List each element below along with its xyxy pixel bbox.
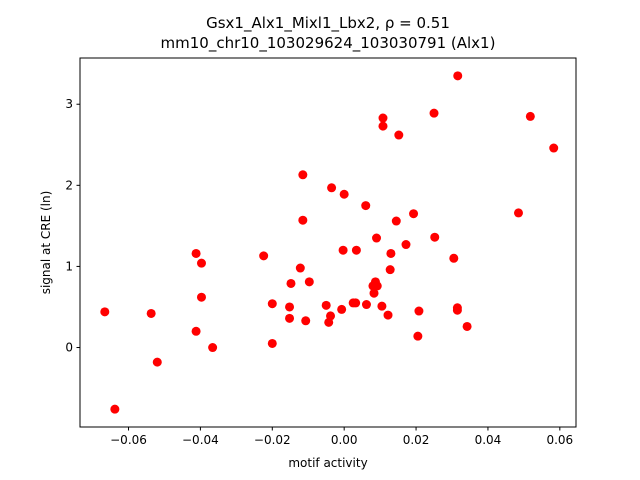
- data-point: [449, 253, 459, 263]
- data-point: [394, 130, 404, 140]
- data-point: [267, 299, 277, 309]
- data-point: [304, 277, 314, 287]
- data-point: [453, 71, 463, 81]
- data-point: [378, 113, 388, 123]
- data-point: [401, 240, 411, 250]
- data-point: [191, 326, 201, 336]
- data-point: [378, 121, 388, 131]
- data-point: [337, 304, 347, 314]
- data-point: [409, 209, 419, 219]
- data-point: [208, 343, 218, 353]
- data-point: [430, 232, 440, 242]
- data-point: [525, 111, 535, 121]
- data-point: [391, 216, 401, 226]
- data-point: [152, 357, 162, 367]
- data-point: [326, 311, 336, 321]
- chart-title-line1: Gsx1_Alx1_Mixl1_Lbx2, ρ = 0.51: [206, 14, 450, 33]
- x-tick-label: −0.04: [182, 433, 219, 447]
- y-tick-label: 1: [65, 259, 73, 273]
- x-tick-label: 0.04: [475, 433, 502, 447]
- data-point: [285, 302, 295, 312]
- x-tick-label: −0.06: [110, 433, 147, 447]
- data-point: [462, 321, 472, 331]
- data-point: [386, 248, 396, 258]
- data-point: [146, 308, 156, 318]
- data-point: [100, 307, 110, 317]
- data-point: [298, 215, 308, 225]
- x-tick-label: 0.00: [331, 433, 358, 447]
- x-tick-label: 0.06: [546, 433, 573, 447]
- data-point: [372, 233, 382, 243]
- data-point: [414, 306, 424, 316]
- y-tick-label: 2: [65, 178, 73, 192]
- y-axis-ticks: 0 1 2 3: [65, 97, 80, 355]
- data-point: [361, 300, 371, 310]
- data-point: [361, 201, 371, 211]
- data-point: [301, 316, 311, 326]
- data-point: [385, 265, 395, 275]
- y-tick-label: 0: [65, 341, 73, 355]
- data-point: [286, 278, 296, 288]
- y-axis-label: signal at CRE (ln): [39, 191, 53, 295]
- data-point: [452, 305, 462, 315]
- data-point: [327, 183, 337, 193]
- y-tick-label: 3: [65, 97, 73, 111]
- data-point: [377, 301, 387, 311]
- x-axis-ticks: −0.06 −0.04 −0.02 0.00 0.02 0.04 0.06: [110, 427, 573, 447]
- data-point: [351, 298, 361, 308]
- data-point: [549, 143, 559, 153]
- data-point: [295, 263, 305, 273]
- data-point: [339, 189, 349, 199]
- data-point: [372, 281, 382, 291]
- plot-area-frame: [79, 57, 577, 428]
- x-tick-label: 0.02: [403, 433, 430, 447]
- data-point: [369, 288, 379, 298]
- chart-title-line2: mm10_chr10_103029624_103030791 (Alx1): [161, 34, 496, 53]
- data-point: [110, 404, 120, 414]
- x-tick-label: −0.02: [254, 433, 291, 447]
- data-point: [513, 208, 523, 218]
- data-point: [285, 313, 295, 323]
- x-axis-label: motif activity: [288, 456, 367, 470]
- data-point: [298, 170, 308, 180]
- data-point: [191, 248, 201, 258]
- data-point: [196, 292, 206, 302]
- data-point: [259, 251, 269, 261]
- data-points: [100, 71, 559, 414]
- data-point: [351, 245, 361, 255]
- data-point: [267, 338, 277, 348]
- data-point: [429, 108, 439, 118]
- data-point: [413, 331, 423, 341]
- data-point: [321, 300, 331, 310]
- data-point: [338, 245, 348, 255]
- data-point: [196, 258, 206, 268]
- data-point: [383, 310, 393, 320]
